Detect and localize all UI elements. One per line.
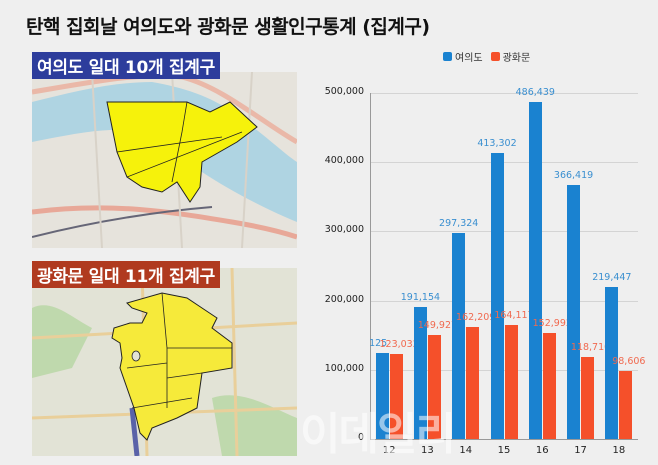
legend-label: 광화문 xyxy=(502,53,531,64)
bar-gwanghwamun[interactable] xyxy=(427,335,441,439)
legend-item-gwanghwamun[interactable]: 광화문 xyxy=(490,49,531,64)
value-label: 149,927 xyxy=(417,320,458,332)
x-tick-label: 13 xyxy=(421,445,434,456)
bar-gwanghwamun[interactable] xyxy=(389,353,403,439)
y-tick-label: 0 xyxy=(357,432,364,443)
y-tick-label: 300,000 xyxy=(324,224,364,236)
x-tick-label: 15 xyxy=(497,445,511,456)
bar-yeouido[interactable] xyxy=(413,306,427,439)
chart-legend: 여의도 광화문 xyxy=(443,49,534,64)
legend-item-yeouido[interactable]: 여의도 xyxy=(443,49,483,64)
gridline xyxy=(370,231,638,233)
watermark: 이데일리 xyxy=(300,409,456,460)
bar-gwanghwamun[interactable] xyxy=(619,370,633,439)
legend-swatch-icon xyxy=(490,52,500,61)
gwanghwamun-map xyxy=(32,268,297,456)
value-label: 118,710 xyxy=(570,341,611,353)
gridline xyxy=(370,369,638,371)
bar-yeouido[interactable] xyxy=(605,287,619,439)
value-label: 413,302 xyxy=(477,137,517,149)
value-label: 123,032 xyxy=(379,338,419,350)
value-label: 486,439 xyxy=(515,87,555,99)
value-label: 164,117 xyxy=(494,310,534,322)
y-tick-label: 400,000 xyxy=(324,155,364,167)
value-label: 162,209 xyxy=(456,311,496,323)
value-label: 219,447 xyxy=(592,272,632,284)
bar-gwanghwamun[interactable] xyxy=(542,333,556,439)
bar-yeouido[interactable] xyxy=(490,152,504,439)
y-tick-label: 500,000 xyxy=(324,86,364,97)
gridline xyxy=(370,93,638,94)
value-label: 366,419 xyxy=(553,170,594,182)
bar-gwanghwamun[interactable] xyxy=(581,356,595,439)
x-axis-line xyxy=(370,439,638,440)
yeouido-map-label: 여의도 일대 10개 집계구 xyxy=(32,52,220,79)
gwanghwamun-map-label: 광화문 일대 11개 집계구 xyxy=(32,261,220,288)
yeouido-map xyxy=(32,72,297,248)
gridline xyxy=(370,162,638,164)
x-tick-label: 18 xyxy=(612,445,626,456)
bar-gwanghwamun[interactable] xyxy=(504,325,518,439)
x-tick-label: 16 xyxy=(535,445,549,456)
value-label: 297,324 xyxy=(439,218,479,230)
legend-swatch-icon xyxy=(443,52,452,61)
value-label: 191,154 xyxy=(400,291,441,303)
value-label: 125 xyxy=(369,337,388,349)
x-tick-label: 14 xyxy=(459,445,473,456)
bar-yeouido[interactable] xyxy=(567,185,581,439)
bar-yeouido[interactable] xyxy=(375,352,389,439)
value-label: 152,992 xyxy=(532,318,572,330)
y-tick-label: 100,000 xyxy=(324,362,364,374)
legend-label: 여의도 xyxy=(455,53,483,64)
page-title: 탄핵 집회날 여의도와 광화문 생활인구통계 (집계구) xyxy=(26,16,430,38)
bar-yeouido[interactable] xyxy=(528,102,542,439)
bar-yeouido[interactable] xyxy=(452,233,466,439)
value-label: 98,606 xyxy=(612,355,646,367)
y-tick-label: 200,000 xyxy=(324,293,364,305)
bar-gwanghwamun[interactable] xyxy=(466,326,480,439)
gridline xyxy=(370,300,638,302)
x-tick-label: 17 xyxy=(574,445,587,456)
x-tick-label: 12 xyxy=(382,445,396,456)
y-axis-line xyxy=(370,93,371,439)
